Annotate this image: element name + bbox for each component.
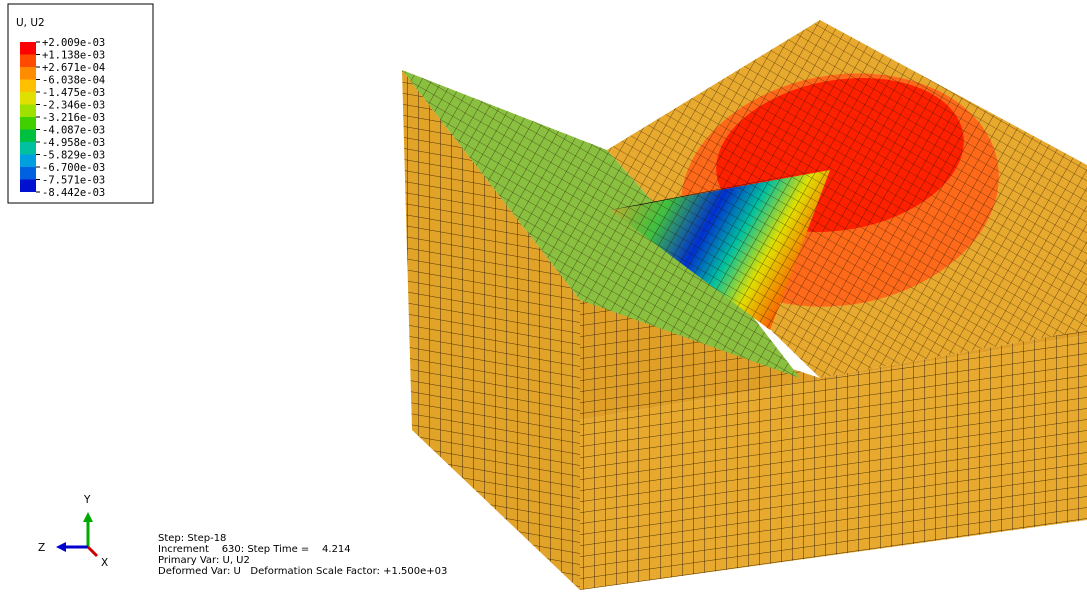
legend-label: -7.571e-03 xyxy=(42,175,105,187)
legend-swatch xyxy=(20,104,36,117)
legend-swatch xyxy=(20,117,36,130)
legend-swatch xyxy=(20,167,36,180)
legend-label: -4.958e-03 xyxy=(42,137,105,149)
triad-z: Z xyxy=(38,542,45,554)
legend-label: +2.671e-04 xyxy=(42,62,105,74)
legend-label: -3.216e-03 xyxy=(42,112,105,124)
legend-title: U, U2 xyxy=(16,17,45,29)
status-line: Step: Step-18 xyxy=(158,533,226,544)
legend-label: -8.442e-03 xyxy=(42,187,105,199)
legend-label: -1.475e-03 xyxy=(42,87,105,99)
triad: Y Z X xyxy=(38,494,108,569)
status-line: Deformed Var: U Deformation Scale Factor… xyxy=(158,566,447,577)
legend: U, U2 +2.009e-03+1.138e-03+2.671e-04-6.0… xyxy=(7,3,154,204)
legend-swatch xyxy=(20,92,36,105)
legend-label: -6.700e-03 xyxy=(42,162,105,174)
legend-swatch xyxy=(20,67,36,80)
legend-swatch xyxy=(20,142,36,155)
legend-swatch xyxy=(20,42,36,55)
legend-label: -4.087e-03 xyxy=(42,125,105,137)
triad-y: Y xyxy=(83,494,91,506)
legend-label: -6.038e-04 xyxy=(42,75,105,87)
legend-swatch xyxy=(20,154,36,167)
legend-swatch xyxy=(20,129,36,142)
status-line: Primary Var: U, U2 xyxy=(158,555,250,566)
legend-label: -5.829e-03 xyxy=(42,150,105,162)
legend-label: +1.138e-03 xyxy=(42,50,105,62)
legend-label: -2.346e-03 xyxy=(42,100,105,112)
legend-swatch xyxy=(20,54,36,67)
legend-swatch xyxy=(20,179,36,192)
status-line: Increment 630: Step Time = 4.214 xyxy=(158,544,351,555)
model xyxy=(402,20,1087,590)
legend-label: +2.009e-03 xyxy=(42,37,105,49)
legend-swatch xyxy=(20,79,36,92)
triad-x: X xyxy=(101,557,108,569)
